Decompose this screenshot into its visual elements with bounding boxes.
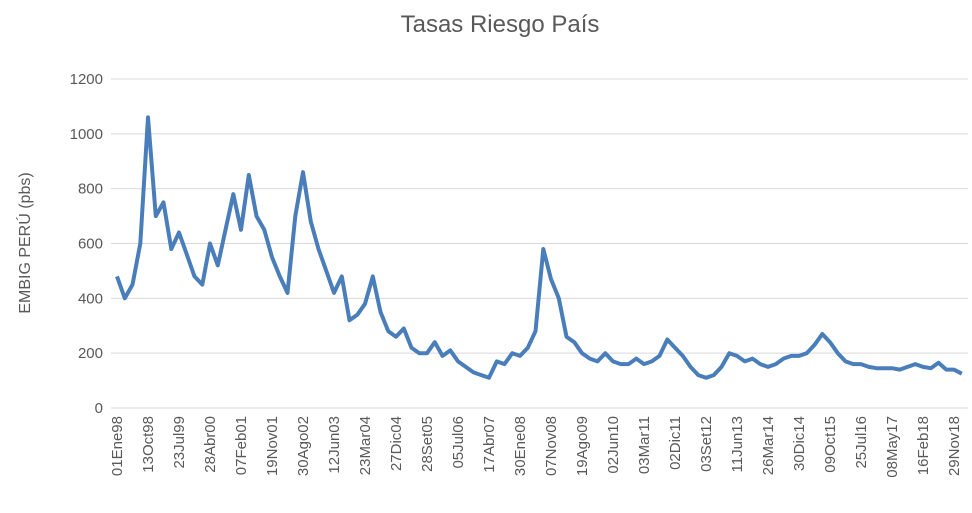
x-tick-label: 30Ago02 xyxy=(295,416,312,476)
x-tick-label: 19Nov01 xyxy=(264,416,281,476)
y-tick-label: 600 xyxy=(78,236,103,253)
x-tick-label: 09Oct15 xyxy=(822,416,839,473)
y-tick-label: 400 xyxy=(78,290,103,307)
x-tick-label: 30Dic14 xyxy=(791,416,808,471)
x-tick-label: 13Oct98 xyxy=(140,416,157,473)
y-tick-label: 0 xyxy=(95,400,103,417)
x-tick-label: 27Dic04 xyxy=(388,416,405,471)
x-tick-label: 25Jul16 xyxy=(853,416,870,469)
x-tick-label: 16Feb18 xyxy=(915,416,932,475)
x-tick-label: 19Ago09 xyxy=(574,416,591,476)
x-tick-label: 05Jul06 xyxy=(450,416,467,469)
x-tick-label: 26Mar14 xyxy=(760,416,777,475)
x-tick-label: 17Abr07 xyxy=(481,416,498,473)
y-tick-label: 1000 xyxy=(70,126,103,143)
x-tick-label: 03Mar11 xyxy=(636,416,653,474)
x-tick-label: 03Set12 xyxy=(698,416,715,472)
x-tick-label: 01Ene98 xyxy=(109,416,126,476)
chart-title: Tasas Riesgo País xyxy=(401,11,600,38)
x-tick-label: 23Mar04 xyxy=(357,416,374,475)
x-tick-label: 28Abr00 xyxy=(202,416,219,473)
x-tick-label: 02Jun10 xyxy=(605,416,622,474)
x-tick-label: 07Nov08 xyxy=(543,416,560,476)
x-tick-label: 29Nov18 xyxy=(946,416,963,476)
x-tick-label: 23Jul99 xyxy=(171,416,188,469)
x-tick-label: 30Ene08 xyxy=(512,416,529,476)
x-tick-label: 12Jun03 xyxy=(326,416,343,474)
x-tick-label: 11Jun13 xyxy=(729,416,746,472)
data-line xyxy=(115,115,963,380)
x-tick-label: 02Dic11 xyxy=(667,416,684,470)
x-tick-label: 28Set05 xyxy=(419,416,436,472)
y-tick-label: 1200 xyxy=(70,71,103,88)
y-axis-label: EMBIG PERÚ (pbs) xyxy=(15,172,34,313)
y-tick-label: 200 xyxy=(78,345,103,362)
y-tick-label: 800 xyxy=(78,181,103,198)
x-tick-label: 07Feb01 xyxy=(233,416,250,475)
x-tick-label: 08May17 xyxy=(884,416,901,478)
